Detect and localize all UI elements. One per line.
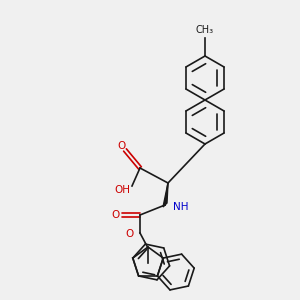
Text: NH: NH xyxy=(173,202,188,212)
Text: OH: OH xyxy=(114,185,130,195)
Polygon shape xyxy=(163,183,168,207)
Text: O: O xyxy=(118,141,126,151)
Text: O: O xyxy=(126,229,134,239)
Text: CH₃: CH₃ xyxy=(196,25,214,35)
Text: O: O xyxy=(112,210,120,220)
